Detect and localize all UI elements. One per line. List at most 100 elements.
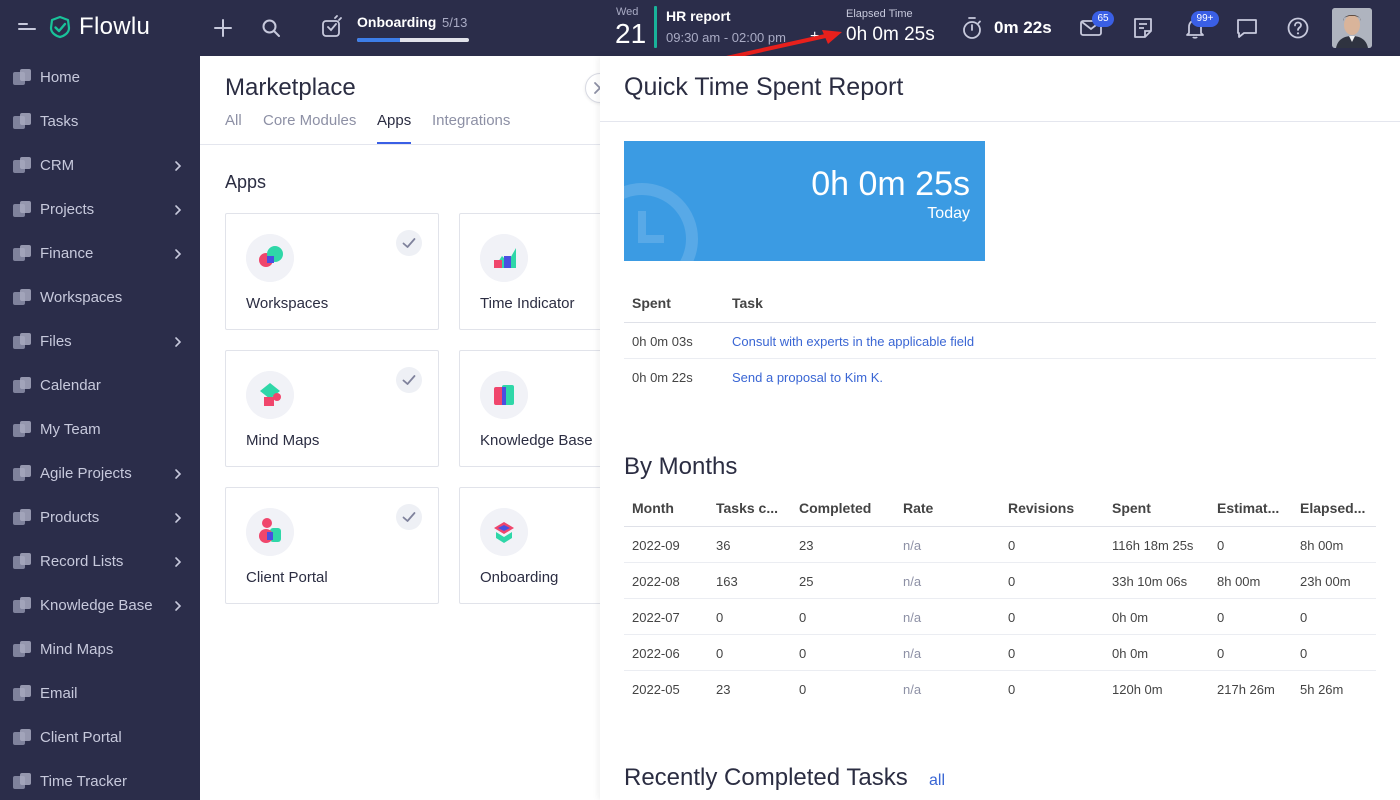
sidebar-item[interactable]: Mind Maps	[0, 628, 200, 672]
table-cell: 2022-08	[632, 574, 680, 589]
table-cell: 0	[1300, 610, 1308, 625]
column-header[interactable]: Spent	[632, 295, 671, 311]
cursor-icon: +	[810, 28, 820, 45]
installed-check	[396, 367, 422, 393]
time-spent-report-panel: Quick Time Spent Report 0h 0m 25s Today …	[600, 56, 1400, 800]
column-header[interactable]: Revisions	[1008, 500, 1075, 516]
elapsed-time-value[interactable]: 0h 0m 25s	[846, 24, 935, 45]
event-time: 09:30 am - 02:00 pm	[666, 30, 786, 45]
task-link[interactable]: Send a proposal to Kim K.	[732, 370, 884, 385]
tab-integrations[interactable]: Integrations	[432, 112, 511, 129]
view-all-link[interactable]: all	[929, 772, 946, 789]
table-row: 2022-09 36 23 n/a 0 116h 18m 25s 0 8h 00m	[624, 527, 1376, 563]
table-cell: 0	[1300, 646, 1308, 661]
sidebar-item[interactable]: Tasks	[0, 100, 200, 144]
sidebar-item-icon	[13, 113, 31, 129]
table-cell: 8h 00m	[1300, 538, 1344, 553]
sidebar-item-icon	[13, 773, 31, 789]
add-icon[interactable]	[212, 17, 234, 39]
table-cell: 2022-07	[632, 610, 680, 625]
table-cell: 0	[799, 646, 807, 661]
months-table: Month Tasks c... Completed Rate Revisions Spe…	[624, 490, 1376, 710]
spent-cell: 0h 0m 22s	[632, 370, 693, 385]
onboarding-progress-bar[interactable]	[357, 38, 469, 42]
chevron-right-icon	[175, 249, 182, 259]
sidebar-item-label: Finance	[40, 245, 94, 262]
app-card[interactable]: Client Portal	[225, 487, 439, 604]
chat-icon[interactable]	[1235, 17, 1259, 39]
onboarding-icon[interactable]	[320, 15, 344, 39]
table-cell: 0	[1008, 574, 1016, 589]
spent-table: Spent Task 0h 0m 03s Consult with experts i…	[624, 286, 1376, 416]
sidebar-item-icon	[13, 289, 31, 305]
event-title[interactable]: HR report	[666, 8, 731, 24]
today-time-label: Today	[927, 205, 970, 222]
column-header[interactable]: Task	[732, 295, 763, 311]
tab-apps[interactable]: Apps	[377, 112, 412, 129]
sidebar-item[interactable]: Projects	[0, 188, 200, 232]
sidebar-item-label: Projects	[40, 201, 95, 218]
app-icon	[480, 234, 528, 282]
table-row: 2022-07 0 0 n/a 0 0h 0m 0 0	[624, 599, 1376, 635]
search-icon[interactable]	[261, 18, 281, 38]
check-icon	[402, 238, 416, 248]
column-header[interactable]: Tasks c...	[716, 500, 779, 516]
sidebar-item[interactable]: Workspaces	[0, 276, 200, 320]
table-cell: 0h 0m	[1112, 610, 1149, 625]
table-row: 2022-08 163 25 n/a 0 33h 10m 06s 8h 00m 23h 00m	[624, 563, 1376, 599]
column-header[interactable]: Completed	[799, 500, 872, 516]
app-card[interactable]: Workspaces	[225, 213, 439, 330]
chevron-right-icon	[175, 205, 182, 215]
stopwatch-icon[interactable]	[961, 16, 983, 40]
help-icon[interactable]	[1286, 16, 1310, 40]
sidebar-item[interactable]: Finance	[0, 232, 200, 276]
onboarding-label[interactable]: Onboarding	[357, 14, 437, 30]
sidebar-item-label: Home	[40, 69, 81, 86]
calendar-day-name: Wed	[616, 6, 639, 18]
column-header[interactable]: Month	[632, 500, 674, 516]
column-header[interactable]: Elapsed...	[1300, 500, 1366, 516]
sidebar-item[interactable]: CRM	[0, 144, 200, 188]
sidebar-item-label: CRM	[40, 157, 75, 174]
active-tab-indicator	[377, 142, 411, 144]
column-header[interactable]: Estimat...	[1217, 500, 1280, 516]
table-header-row: Month Tasks c... Completed Rate Revisions Spe…	[624, 490, 1376, 527]
sidebar-item[interactable]: Email	[0, 672, 200, 716]
sidebar-item-label: Email	[40, 685, 78, 702]
table-cell: n/a	[903, 682, 922, 697]
notes-icon[interactable]	[1131, 16, 1155, 40]
table-header-row: Spent Task	[624, 286, 1376, 323]
sidebar-item-icon	[13, 729, 31, 745]
column-header[interactable]: Spent	[1112, 500, 1151, 516]
timer-value[interactable]: 0m 22s	[994, 18, 1052, 37]
sidebar-item[interactable]: Products	[0, 496, 200, 540]
sidebar-item-icon	[13, 201, 31, 217]
user-avatar[interactable]	[1332, 8, 1372, 48]
table-cell: 25	[799, 574, 814, 589]
sidebar-item[interactable]: Home	[0, 56, 200, 100]
table-cell: n/a	[903, 574, 922, 589]
table-cell: 120h 0m	[1112, 682, 1163, 697]
sidebar-item[interactable]: Files	[0, 320, 200, 364]
sidebar-item[interactable]: My Team	[0, 408, 200, 452]
task-link[interactable]: Consult with experts in the applicable f…	[732, 334, 975, 349]
sidebar-item[interactable]: Client Portal	[0, 716, 200, 760]
sidebar-item[interactable]: Calendar	[0, 364, 200, 408]
app-card[interactable]: Mind Maps	[225, 350, 439, 467]
table-row: 2022-05 23 0 n/a 0 120h 0m 217h 26m 5h 26m	[624, 671, 1376, 707]
app-logo-text[interactable]: Flowlu	[79, 13, 151, 40]
onboarding-count: 5/13	[442, 15, 468, 30]
calendar-day-number[interactable]: 21	[615, 18, 647, 49]
sidebar-item[interactable]: Record Lists	[0, 540, 200, 584]
tab-core-modules[interactable]: Core Modules	[263, 112, 357, 129]
tab-all[interactable]: All	[225, 112, 242, 129]
menu-toggle-icon[interactable]	[18, 20, 36, 36]
sidebar-item[interactable]: Knowledge Base	[0, 584, 200, 628]
column-header[interactable]: Rate	[903, 500, 934, 516]
report-title: Quick Time Spent Report	[624, 73, 904, 101]
table-cell: 0	[1008, 610, 1016, 625]
sidebar-item[interactable]: Time Tracker	[0, 760, 200, 800]
sidebar-item[interactable]: Agile Projects	[0, 452, 200, 496]
sidebar-item-label: Agile Projects	[40, 465, 132, 482]
event-color-marker	[654, 6, 657, 48]
